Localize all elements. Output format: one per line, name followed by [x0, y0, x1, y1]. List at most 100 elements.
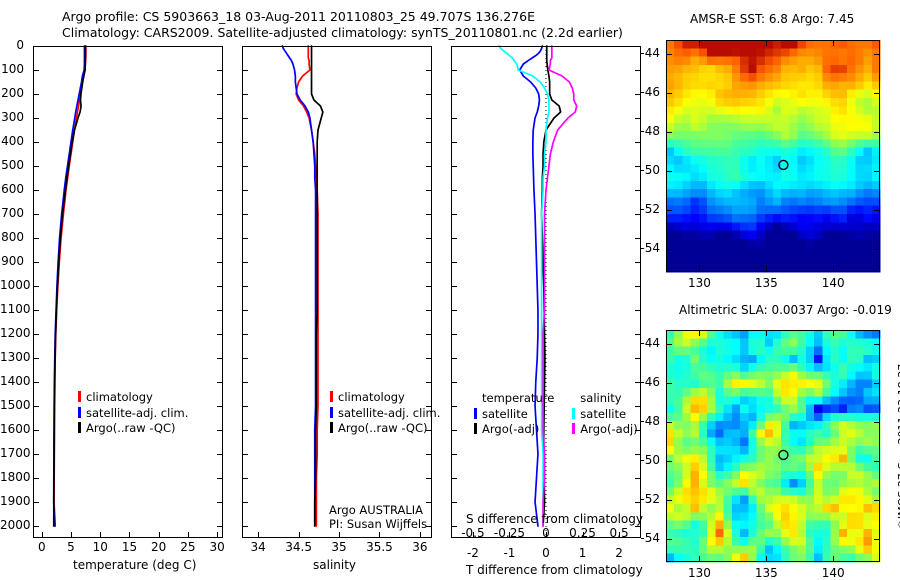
map-y-tick-label-sla: -52 — [640, 491, 660, 506]
y-tick-label: 1000 — [0, 278, 31, 292]
legend-column: temperature satellite Argo(-adj) — [474, 391, 555, 437]
map-y-tick-sla — [874, 421, 880, 423]
map-x-tick-label-sst: 135 — [754, 276, 778, 290]
map-y-tick-label-sla: -44 — [640, 335, 660, 350]
legend-color-swatch — [474, 423, 477, 434]
y-tick — [242, 118, 248, 119]
map-x-tick-sst — [833, 266, 835, 272]
legend-label: Argo(-adj) — [580, 422, 638, 436]
map-y-tick-label-sst: -54 — [640, 240, 660, 255]
panel-temperature — [33, 46, 223, 538]
map-x-tick-sla — [833, 330, 835, 336]
y-tick — [451, 454, 457, 455]
y-tick-label: 200 — [1, 86, 24, 100]
y-tick — [217, 70, 223, 71]
series-argo-raw-qc- — [310, 45, 324, 527]
legend-color-swatch — [474, 407, 477, 419]
map-y-tick-label-sst: -44 — [640, 45, 660, 60]
map-x-tick-label-sst: 140 — [821, 276, 845, 290]
x-tick — [509, 532, 511, 538]
y-tick-label: 1300 — [0, 350, 31, 364]
legend-label: Argo(..raw -QC) — [338, 421, 428, 435]
y-tick-label: 300 — [1, 110, 24, 124]
map-x-tick-sst — [766, 266, 768, 272]
y-tick-label: 900 — [1, 254, 24, 268]
y-tick — [635, 166, 641, 167]
chart-title-line2: Climatology: CARS2009. Satellite-adjuste… — [62, 25, 623, 40]
series-argo-raw-qc- — [52, 45, 87, 527]
y-tick — [451, 406, 457, 407]
series-temperature-satellite — [518, 45, 544, 527]
y-tick — [33, 142, 39, 143]
map-x-tick-label-sla: 130 — [687, 566, 711, 580]
legend-label: satellite-adj. clim. — [86, 405, 189, 420]
y-tick — [33, 262, 39, 263]
y-tick — [217, 358, 223, 359]
x-tick — [100, 532, 102, 538]
y-tick — [635, 118, 641, 119]
legend-item: Argo(..raw -QC) — [78, 420, 188, 436]
map-y-tick-label-sst: -52 — [640, 201, 660, 216]
x-tick — [298, 532, 300, 538]
y-tick — [33, 334, 39, 335]
y-tick — [426, 262, 432, 263]
map-y-tick-sla — [666, 421, 672, 423]
legend-header: temperature — [482, 391, 555, 405]
map-y-tick-label-sla: -50 — [640, 452, 660, 467]
y-tick — [426, 406, 432, 407]
y-tick — [426, 118, 432, 119]
map-y-tick-sla — [666, 499, 672, 501]
y-tick — [451, 142, 457, 143]
y-tick — [426, 430, 432, 431]
y-tick — [635, 214, 641, 215]
map-y-tick-sla — [666, 382, 672, 384]
y-tick — [451, 310, 457, 311]
y-tick — [426, 238, 432, 239]
y-tick — [426, 454, 432, 455]
map-y-tick-sst — [666, 170, 672, 172]
legend-item: Argo(..raw -QC) — [330, 420, 440, 436]
y-tick — [242, 478, 248, 479]
y-tick — [451, 526, 457, 527]
legend-item: satellite — [572, 406, 637, 422]
y-tick — [33, 526, 39, 527]
y-tick — [242, 94, 248, 95]
y-tick — [426, 214, 432, 215]
x-tick — [217, 532, 219, 538]
legend-color-swatch — [330, 422, 333, 433]
y-tick — [33, 214, 39, 215]
panel-difference-xlabel-top: S difference from climatology — [466, 512, 643, 526]
map-y-tick-sla — [874, 382, 880, 384]
legend-label: satellite — [482, 406, 528, 421]
x-tick-label-salinity: 0 — [522, 526, 570, 540]
map-y-tick-sst — [666, 248, 672, 250]
y-tick — [217, 238, 223, 239]
y-tick — [242, 142, 248, 143]
copyright-label: ©IMOS 27-Sep-2011 23:18:27 — [896, 363, 900, 530]
y-tick — [635, 286, 641, 287]
y-tick — [33, 382, 39, 383]
legend-label: satellite-adj. clim. — [338, 405, 441, 420]
map-sla — [666, 330, 880, 562]
y-tick — [33, 238, 39, 239]
panel-difference-plot — [498, 45, 578, 538]
y-tick — [242, 382, 248, 383]
y-tick — [451, 166, 457, 167]
y-tick — [33, 358, 39, 359]
y-tick-label: 400 — [1, 134, 24, 148]
y-tick — [242, 262, 248, 263]
y-tick — [451, 94, 457, 95]
map-x-tick-sla — [699, 330, 701, 336]
map-x-tick-sla — [699, 556, 701, 562]
y-tick — [33, 70, 39, 71]
y-tick — [451, 382, 457, 383]
x-tick-label: 15 — [121, 540, 138, 554]
y-tick — [635, 190, 641, 191]
y-tick — [451, 286, 457, 287]
y-tick — [451, 478, 457, 479]
map-y-tick-sla — [666, 460, 672, 462]
map-y-tick-sst — [666, 209, 672, 211]
panel-difference-xlabel-bottom: T difference from climatology — [466, 563, 643, 577]
x-tick-label: -2 — [466, 546, 479, 560]
y-tick — [635, 70, 641, 71]
